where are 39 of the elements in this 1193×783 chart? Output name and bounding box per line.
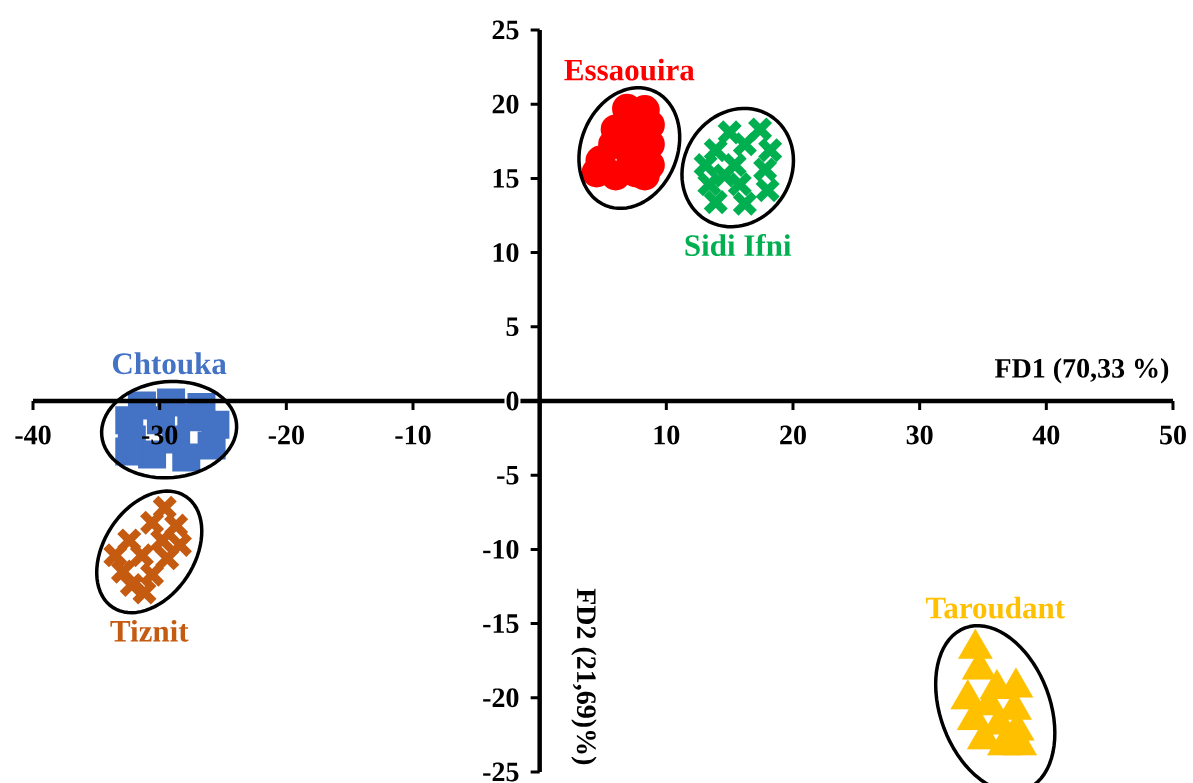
x-axis-title: FD1 (70,33 %) xyxy=(994,358,1169,384)
series-label: Essaouira xyxy=(564,58,695,81)
point xyxy=(751,156,779,183)
y-tick-label: 0 xyxy=(506,391,519,411)
point xyxy=(197,431,226,460)
point xyxy=(172,443,201,472)
x-tick-label: 50 xyxy=(1160,425,1186,445)
x-tick-label: 30 xyxy=(906,425,933,445)
y-tick-label: 20 xyxy=(492,94,519,114)
y-tick-label: -25 xyxy=(483,762,519,782)
x-tick-label: -40 xyxy=(15,425,51,445)
x-tick-label: -20 xyxy=(268,425,304,445)
point xyxy=(702,137,729,164)
y-tick-label: -5 xyxy=(497,465,519,485)
series-label: Tiznit xyxy=(110,619,189,642)
point xyxy=(692,151,719,179)
y-tick-label: -15 xyxy=(483,614,519,633)
x-tick-label: -10 xyxy=(395,425,431,445)
y-tick-label: 15 xyxy=(493,169,519,188)
series-label: Chtouka xyxy=(112,352,227,375)
y-tick-label: 10 xyxy=(493,243,519,263)
point xyxy=(746,116,774,143)
series-label: Sidi Ifni xyxy=(685,233,792,257)
x-tick-label: 10 xyxy=(654,425,680,445)
y-tick-label: 5 xyxy=(506,317,519,337)
x-tick-label: 40 xyxy=(1032,425,1060,445)
point xyxy=(721,151,748,179)
point xyxy=(731,190,759,217)
point xyxy=(702,188,729,216)
point xyxy=(138,561,166,588)
series-label: Taroudant xyxy=(925,596,1065,619)
x-tick-label: 20 xyxy=(780,425,806,445)
point xyxy=(754,177,781,204)
y-tick-label: -20 xyxy=(483,688,519,708)
y-tick-label: 25 xyxy=(492,20,519,40)
y-axis-title: FD2 (21,69)%) xyxy=(571,588,597,765)
point xyxy=(716,119,743,146)
point xyxy=(109,558,137,585)
y-tick-label: -10 xyxy=(483,539,519,559)
